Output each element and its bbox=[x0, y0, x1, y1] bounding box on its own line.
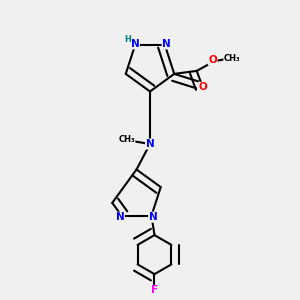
Text: O: O bbox=[198, 82, 207, 92]
Text: H: H bbox=[124, 35, 131, 44]
Text: O: O bbox=[208, 55, 217, 65]
Text: N: N bbox=[162, 39, 171, 49]
Text: CH₃: CH₃ bbox=[224, 54, 241, 63]
Text: F: F bbox=[151, 285, 158, 295]
Text: N: N bbox=[148, 212, 158, 222]
Text: CH₃: CH₃ bbox=[118, 135, 135, 144]
Text: N: N bbox=[130, 39, 140, 49]
Text: N: N bbox=[116, 212, 124, 222]
Text: N: N bbox=[146, 139, 154, 149]
